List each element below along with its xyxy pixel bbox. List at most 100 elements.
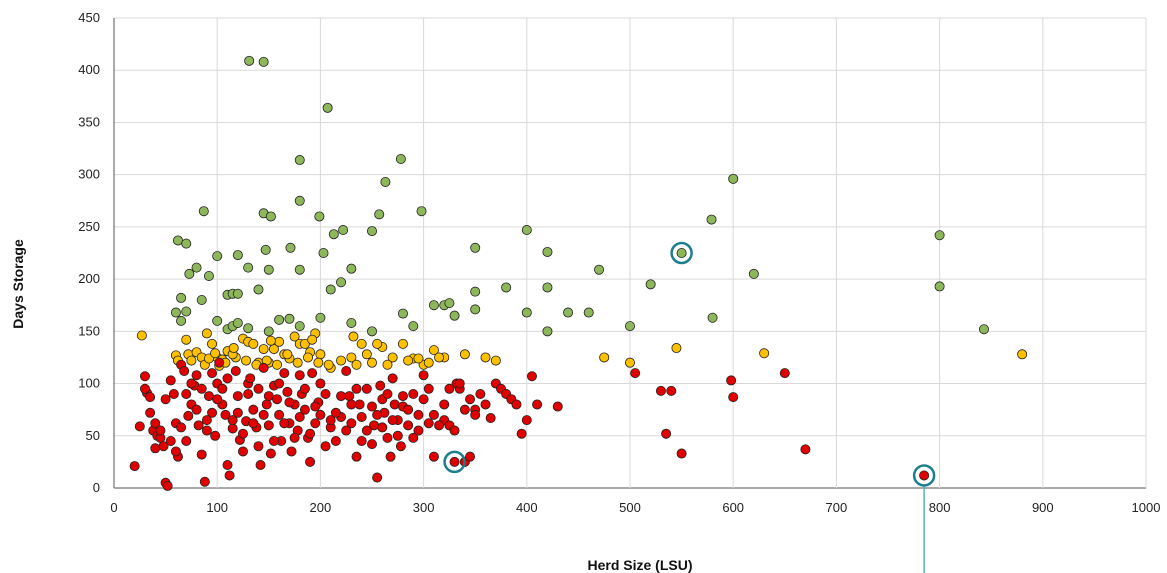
red-data-point — [356, 411, 367, 422]
green-data-point — [314, 211, 325, 222]
y-tick-label: 0 — [93, 480, 100, 495]
red-data-point — [408, 388, 419, 399]
y-tick-label: 250 — [78, 219, 100, 234]
orange-data-point — [372, 338, 383, 349]
x-tick-label: 200 — [310, 500, 332, 515]
green-data-point — [521, 225, 532, 236]
orange-data-point — [241, 355, 252, 366]
red-data-point — [193, 420, 204, 431]
green-data-point — [198, 206, 209, 217]
red-data-point — [201, 415, 212, 426]
red-data-point — [158, 441, 169, 452]
green-data-point — [203, 270, 214, 281]
orange-data-point — [346, 352, 357, 363]
green-data-point — [328, 229, 339, 240]
orange-data-point — [323, 359, 334, 370]
green-data-point — [397, 308, 408, 319]
orange-data-point — [136, 330, 147, 341]
red-data-point — [385, 451, 396, 462]
red-data-point — [191, 404, 202, 415]
y-tick-label: 400 — [78, 62, 100, 77]
red-data-point — [666, 385, 677, 396]
red-data-point — [418, 394, 429, 405]
red-data-point — [274, 409, 285, 420]
red-data-point — [207, 368, 218, 379]
green-data-point — [322, 102, 333, 113]
red-data-point — [255, 460, 266, 471]
orange-data-point — [210, 348, 221, 359]
red-data-point — [310, 401, 321, 412]
y-axis-title: Days Storage — [10, 239, 26, 329]
orange-data-point — [258, 344, 269, 355]
red-data-point — [258, 362, 269, 373]
red-data-point — [145, 392, 156, 403]
red-data-point — [526, 371, 537, 382]
green-data-point — [191, 262, 202, 273]
red-data-point — [676, 448, 687, 459]
red-data-point — [354, 399, 365, 410]
red-data-point — [377, 422, 388, 433]
x-tick-label: 0 — [110, 500, 117, 515]
red-data-point — [366, 401, 377, 412]
red-data-point — [375, 380, 386, 391]
green-data-point — [265, 211, 276, 222]
red-data-point — [423, 418, 434, 429]
red-data-point — [779, 368, 790, 379]
highlight-ring — [912, 464, 936, 487]
red-data-point — [224, 470, 235, 481]
red-data-point — [196, 383, 207, 394]
green-data-point — [196, 294, 207, 305]
orange-data-point — [413, 353, 424, 364]
green-data-point — [645, 279, 656, 290]
green-data-point — [748, 268, 759, 279]
red-data-point — [341, 425, 352, 436]
green-data-point — [449, 310, 460, 321]
red-data-point — [243, 388, 254, 399]
green-data-point — [542, 326, 553, 337]
red-data-point — [305, 456, 316, 467]
green-data-point — [176, 292, 187, 303]
green-data-point — [253, 284, 264, 295]
red-data-point — [403, 420, 414, 431]
orange-data-point — [480, 352, 491, 363]
red-data-point — [470, 409, 481, 420]
red-data-point — [320, 388, 331, 399]
red-data-point — [428, 451, 439, 462]
green-data-point — [676, 247, 687, 258]
red-data-point — [387, 415, 398, 426]
green-data-point — [243, 323, 254, 334]
red-data-point — [454, 378, 465, 389]
green-data-point — [212, 315, 223, 326]
green-data-point — [625, 321, 636, 332]
red-data-point — [214, 357, 225, 368]
red-data-point — [168, 388, 179, 399]
x-tick-label: 1000 — [1132, 500, 1161, 515]
red-data-point — [181, 388, 192, 399]
red-data-point — [227, 423, 238, 434]
orange-data-point — [348, 331, 359, 342]
red-data-point — [408, 432, 419, 443]
orange-data-point — [625, 357, 636, 368]
orange-data-point — [1017, 349, 1028, 360]
red-data-point — [203, 391, 214, 402]
red-data-point — [351, 383, 362, 394]
red-data-point — [220, 409, 231, 420]
red-data-point — [919, 470, 930, 481]
red-data-point — [389, 399, 400, 410]
red-data-point — [361, 383, 372, 394]
red-data-point — [139, 383, 150, 394]
y-tick-label: 300 — [78, 167, 100, 182]
red-data-point — [261, 399, 272, 410]
red-data-point — [449, 425, 460, 436]
red-data-point — [395, 441, 406, 452]
red-data-point — [728, 392, 739, 403]
green-data-point — [521, 307, 532, 318]
orange-data-point — [265, 335, 276, 346]
red-data-point — [532, 399, 543, 410]
red-data-point — [305, 428, 316, 439]
red-data-point — [227, 415, 238, 426]
green-data-point — [318, 247, 329, 258]
green-data-point — [212, 251, 223, 262]
red-data-point — [245, 373, 256, 384]
red-data-point — [315, 378, 326, 389]
